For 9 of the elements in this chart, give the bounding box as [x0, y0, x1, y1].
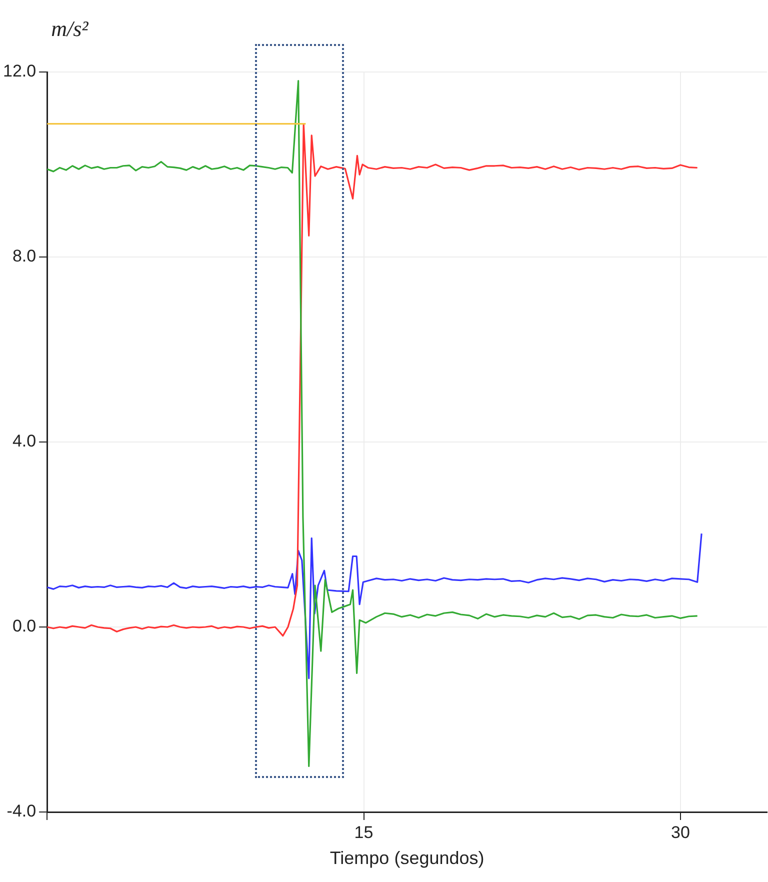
y-tick-label: 4.0	[12, 432, 36, 451]
y-tick-label: -4.0	[6, 802, 36, 821]
x-axis-title: Tiempo (segundos)	[330, 848, 484, 868]
y-tick-label: 0.0	[12, 616, 36, 636]
x-tick-label: 15	[354, 822, 374, 842]
y-tick-label: 8.0	[12, 246, 36, 266]
y-tick-label: 12.0	[2, 62, 36, 81]
y-axis-title: m/s²	[51, 16, 89, 41]
x-tick-label: 30	[670, 822, 690, 842]
